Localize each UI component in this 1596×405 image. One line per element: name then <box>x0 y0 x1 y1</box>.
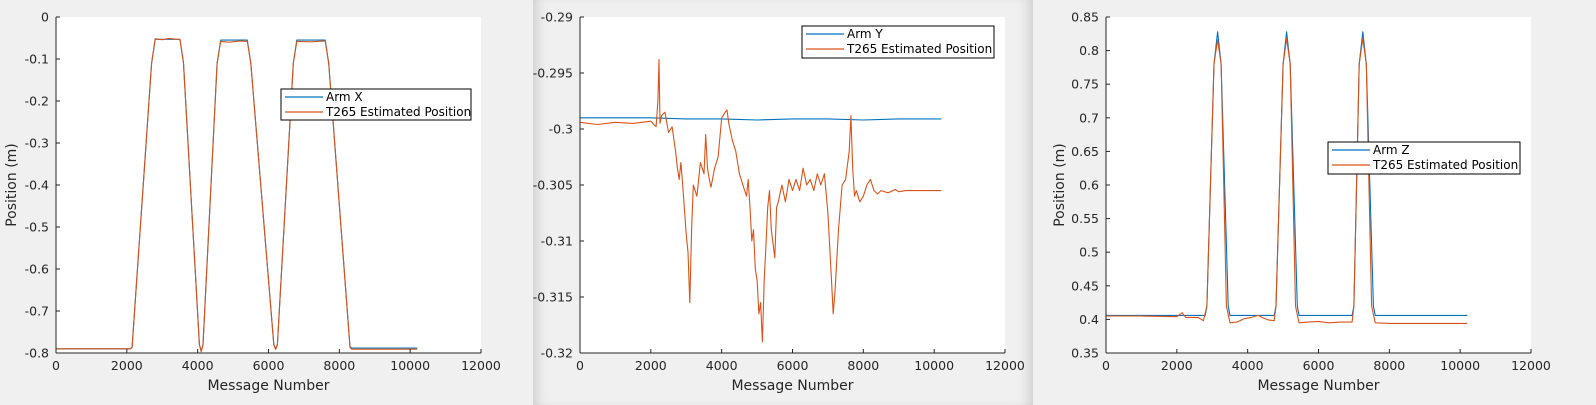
x-tick-label: 8000 <box>1373 358 1405 373</box>
y-tick-label: -0.315 <box>533 290 573 305</box>
y-tick-label: -0.32 <box>541 346 573 361</box>
y-tick-label: -0.4 <box>25 178 49 193</box>
x-tick-label: 8000 <box>323 358 355 373</box>
axes-area <box>1106 17 1531 353</box>
x-tick-label: 10000 <box>390 358 430 373</box>
legend-box <box>801 25 995 59</box>
series-line-2 <box>580 59 942 343</box>
y-tick-label: 0.45 <box>1071 278 1099 293</box>
legend-label-1: Arm Z <box>1373 143 1410 157</box>
x-tick-label: 8000 <box>847 358 879 373</box>
y-tick-label: 0.55 <box>1071 211 1099 226</box>
y-tick-label: -0.29 <box>541 10 573 25</box>
y-tick-label: -0.305 <box>533 178 573 193</box>
y-tick-label: 0.6 <box>1079 178 1099 193</box>
y-tick-label: -0.3 <box>25 136 49 151</box>
legend-label-1: Arm Y <box>847 27 883 41</box>
x-tick-label: 0 <box>1102 358 1110 373</box>
x-tick-label: 12000 <box>461 358 501 373</box>
y-tick-label: -0.2 <box>25 94 49 109</box>
x-tick-label: 12000 <box>1511 358 1551 373</box>
x-tick-label: 4000 <box>182 358 214 373</box>
x-tick-label: 10000 <box>914 358 954 373</box>
axes-area <box>580 17 1005 353</box>
legend-label-2: T265 Estimated Position <box>1372 158 1518 172</box>
x-tick-label: 0 <box>52 358 60 373</box>
x-tick-label: 6000 <box>1303 358 1335 373</box>
y-tick-label: -0.295 <box>533 66 573 81</box>
legend-box <box>1327 141 1521 175</box>
x-tick-label: 2000 <box>635 358 667 373</box>
y-tick-label: 0.85 <box>1071 10 1099 25</box>
chart-2: 0 2000 4000 6000 8000 10000 12000 -0.32 -0.315 -0… <box>533 10 1025 395</box>
y-tick-label: 0.75 <box>1071 77 1099 92</box>
x-tick-label: 0 <box>576 358 584 373</box>
series-line-2 <box>1106 37 1468 324</box>
y-tick-label: 0.5 <box>1079 245 1099 260</box>
y-tick-label: -0.5 <box>25 220 49 235</box>
x-tick-label: 4000 <box>706 358 738 373</box>
x-tick-label: 2000 <box>1161 358 1193 373</box>
x-axis-label: Message Number <box>731 378 853 394</box>
x-tick-label: 4000 <box>1232 358 1264 373</box>
y-tick-label: 0.65 <box>1071 144 1099 159</box>
chart-1: 0 2000 4000 6000 8000 10000 12000 -0.8 -0.7 -0.6 -… <box>4 10 501 395</box>
series-line-1 <box>580 117 942 121</box>
x-tick-label: 6000 <box>253 358 285 373</box>
y-tick-label: -0.6 <box>25 262 49 277</box>
y-tick-label: 0.7 <box>1079 110 1099 125</box>
chart-3: 0 2000 4000 6000 8000 10000 12000 0.35 0.4 0.45 0.… <box>1052 10 1551 395</box>
y-tick-label: -0.1 <box>25 52 49 67</box>
x-axis-label: Message Number <box>207 378 329 394</box>
y-axis-label: Position (m) <box>1052 143 1068 227</box>
x-tick-label: 10000 <box>1440 358 1480 373</box>
series-line-1 <box>1106 31 1468 316</box>
axes-area <box>56 17 481 353</box>
x-axis-label: Message Number <box>1257 378 1379 394</box>
y-axis-label: Position (m) <box>4 143 20 227</box>
y-tick-label: -0.31 <box>541 234 573 249</box>
legend-label-1: Arm X <box>326 90 363 104</box>
y-tick-label: 0.8 <box>1079 43 1099 58</box>
y-tick-label: -0.7 <box>25 304 49 319</box>
x-tick-label: 6000 <box>777 358 809 373</box>
x-tick-label: 12000 <box>985 358 1025 373</box>
series-line-2 <box>56 37 418 353</box>
legend-label-2: T265 Estimated Position <box>325 105 471 119</box>
y-tick-label: 0 <box>41 10 49 25</box>
y-tick-label: 0.4 <box>1079 312 1099 327</box>
legend-box <box>280 88 472 121</box>
y-tick-label: -0.3 <box>549 122 573 137</box>
y-tick-label: -0.8 <box>25 346 49 361</box>
legend-label-2: T265 Estimated Position <box>846 42 992 56</box>
y-tick-label: 0.35 <box>1071 346 1099 361</box>
x-tick-label: 2000 <box>111 358 143 373</box>
